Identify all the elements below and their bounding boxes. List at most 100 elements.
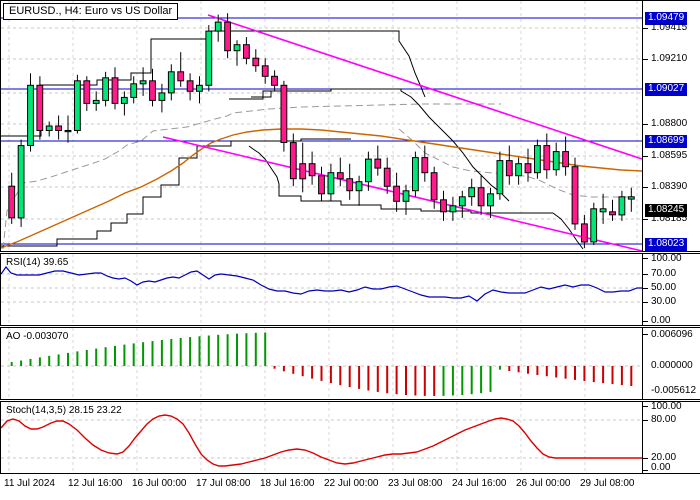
candle-body[interactable] [299,163,307,180]
candle-body[interactable] [543,145,551,171]
price-plot[interactable] [1,1,699,251]
candlestick-series [8,13,635,248]
candle-body[interactable] [289,142,297,180]
price-tickmark [643,156,648,157]
stoch-panel[interactable]: 100.00 80.00 20.00 0.00 Stoch(14,3,5) 28… [0,401,700,474]
candle-body[interactable] [177,71,185,82]
candle-body[interactable] [139,80,147,85]
candle-body[interactable] [383,167,391,187]
candle-body[interactable] [214,21,222,32]
stoch-plot[interactable] [1,402,699,473]
candle-body[interactable] [36,84,44,132]
candle-body[interactable] [346,178,354,192]
rsi-axis[interactable]: 100.00 70.00 50.00 30.00 0.00 [642,253,700,326]
time-axis-label: 12 Jul 16:00 [68,478,123,489]
candle-body[interactable] [487,193,494,207]
candle-body[interactable] [393,185,401,202]
dashed-overlay-lines [2,103,631,250]
ao-legend: AO -0.003070 [6,331,69,342]
rsi-tick: 100.00 [651,253,682,264]
candle-body[interactable] [515,163,523,177]
price-level-label[interactable]: 1.09027 [645,83,688,96]
candle-body[interactable] [120,96,128,104]
price-panel[interactable]: 1.09479 1.09415 1.09210 1.09027 1.08800 1.086… [0,0,700,252]
candle-body[interactable] [64,130,72,133]
ao-axis[interactable]: 0.006096 0.000000 -0.005612 [642,328,700,399]
time-axis-label: 16 Jul 00:00 [132,478,187,489]
candle-body[interactable] [599,208,607,213]
candle-body[interactable] [8,185,16,219]
candle-body[interactable] [581,223,588,243]
candle-body[interactable] [468,187,476,198]
candle-body[interactable] [102,77,109,101]
price-level-label[interactable]: 1.08699 [645,135,688,148]
candle-body[interactable] [205,30,213,86]
candle-body[interactable] [496,160,504,195]
candle-body[interactable] [477,187,485,207]
candle-body[interactable] [92,99,100,104]
candle-body[interactable] [45,125,53,131]
candle-body[interactable] [158,92,166,101]
current-price-label[interactable]: 1.08245 [645,204,688,217]
price-level-label[interactable]: 1.08023 [645,238,688,251]
candle-body[interactable] [74,80,81,132]
price-tick-label: 1.08390 [651,181,688,192]
candle-body[interactable] [318,175,325,195]
candle-body[interactable] [449,205,457,213]
candle-body[interactable] [224,21,231,52]
candle-body[interactable] [336,172,344,180]
candle-body[interactable] [412,157,419,192]
candle-body[interactable] [280,84,288,144]
ao-panel[interactable]: 0.006096 0.000000 -0.005612 AO -0.003070 [0,327,700,400]
time-axis-label: 11 Jul 2024 [4,478,55,489]
candle-body[interactable] [252,57,260,67]
rsi-tick: 30.00 [651,296,677,307]
candle-body[interactable] [562,151,570,168]
candle-body[interactable] [196,84,203,92]
candle-body[interactable] [111,77,119,104]
time-axis: 11 Jul 2024 12 Jul 16:00 16 Jul 00:00 17 Ju… [0,478,642,494]
candle-body[interactable] [149,80,156,101]
rsi-plot[interactable] [1,254,699,325]
candle-body[interactable] [355,181,363,192]
candle-body[interactable] [552,151,560,171]
candle-body[interactable] [27,84,34,147]
candle-body[interactable] [271,75,278,86]
candle-body[interactable] [167,71,175,94]
candle-body[interactable] [233,44,241,52]
price-level-label[interactable]: 1.09479 [645,12,688,25]
candle-body[interactable] [534,145,541,174]
candle-body[interactable] [458,196,466,207]
candle-body[interactable] [327,172,335,195]
candle-body[interactable] [130,83,138,98]
candle-body[interactable] [261,65,269,77]
candle-body[interactable] [17,145,25,219]
candle-body[interactable] [609,211,616,216]
stoch-axis[interactable]: 100.00 80.00 20.00 0.00 [642,402,700,473]
candle-body[interactable] [571,166,579,225]
candle-body[interactable] [618,196,626,216]
candle-body[interactable] [83,80,91,104]
price-axis[interactable]: 1.09479 1.09415 1.09210 1.09027 1.08800 1.086… [642,1,700,251]
candle-body[interactable] [590,208,598,243]
candle-body[interactable] [186,80,194,92]
ao-plot[interactable] [1,328,699,399]
candle-body[interactable] [402,190,410,202]
candle-body[interactable] [505,160,513,177]
rsi-panel[interactable]: 100.00 70.00 50.00 30.00 0.00 RSI(14) 39… [0,253,700,326]
candle-body[interactable] [308,163,316,177]
price-tickmark [643,124,648,125]
candle-body[interactable] [55,125,63,131]
candle-body[interactable] [440,199,447,213]
price-tick-label: 1.08595 [651,150,688,161]
candle-body[interactable] [524,163,532,174]
candle-body[interactable] [627,196,635,200]
candle-body[interactable] [430,172,438,201]
candle-body[interactable] [243,44,250,59]
candle-body[interactable] [421,157,429,174]
rsi-svg [1,254,642,325]
candle-body[interactable] [374,158,382,169]
stoch-tick: 20.00 [651,452,677,463]
candle-body[interactable] [365,158,372,183]
